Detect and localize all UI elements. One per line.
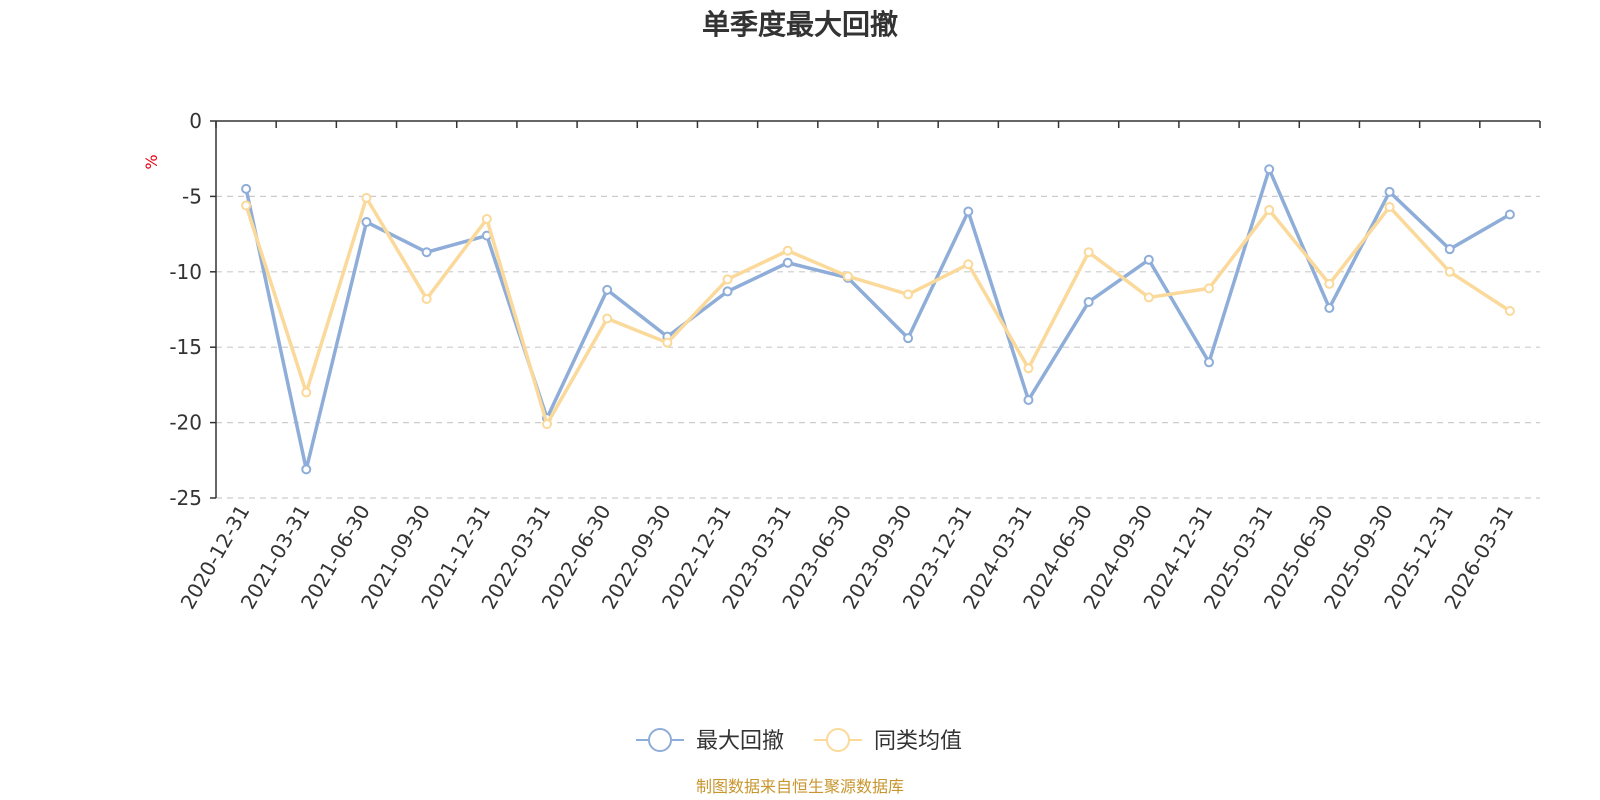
data-point — [1444, 266, 1455, 277]
data-point — [421, 293, 432, 304]
data-point — [361, 217, 372, 228]
data-point — [1083, 296, 1094, 307]
data-point — [963, 259, 974, 270]
data-point — [1143, 292, 1154, 303]
series-lines — [241, 164, 1515, 475]
data-point — [1264, 164, 1275, 175]
axes — [215, 120, 1541, 498]
data-point — [782, 245, 793, 256]
legend-label: 同类均值 — [874, 729, 962, 754]
data-point — [1143, 254, 1154, 265]
data-point — [1384, 201, 1395, 212]
data-point — [301, 387, 312, 398]
chart-title: 单季度最大回撤 — [702, 8, 898, 41]
data-point — [963, 206, 974, 217]
data-point — [662, 337, 673, 348]
data-point — [301, 464, 312, 475]
x-axis-ticks: 2020-12-312021-03-312021-06-302021-09-30… — [176, 501, 1519, 614]
data-point — [1023, 363, 1034, 374]
y-tick-label: -15 — [169, 335, 202, 359]
data-point — [903, 333, 914, 344]
data-point — [1264, 204, 1275, 215]
series-group — [241, 192, 1515, 430]
legend-marker — [648, 728, 672, 752]
data-point — [481, 214, 492, 225]
data-point — [542, 419, 552, 430]
data-point — [1384, 186, 1395, 197]
data-point — [722, 286, 733, 297]
data-point — [241, 200, 252, 211]
data-point — [361, 192, 372, 203]
data-point — [782, 257, 793, 268]
data-point — [602, 313, 613, 324]
y-tick-label: 0 — [189, 109, 202, 133]
data-point — [1204, 357, 1214, 368]
legend-label: 最大回撤 — [696, 729, 784, 754]
y-tick-label: -10 — [169, 260, 202, 284]
y-tick-label: -25 — [169, 486, 202, 510]
data-point — [421, 247, 432, 258]
data-point — [722, 274, 733, 285]
data-point — [1083, 247, 1094, 258]
legend: 最大回撤 同类均值 — [636, 728, 962, 754]
data-point — [1023, 394, 1034, 405]
y-tick-label: -20 — [169, 411, 202, 435]
data-point — [1504, 209, 1515, 220]
data-point — [241, 183, 252, 194]
data-point — [1444, 244, 1455, 255]
data-point — [602, 284, 613, 295]
series-line — [244, 196, 1512, 426]
y-tick-label: -5 — [182, 184, 202, 208]
data-point — [903, 289, 914, 300]
data-point — [1504, 306, 1515, 317]
source-note: 制图数据来自恒生聚源数据库 — [696, 777, 904, 796]
legend-marker — [826, 728, 850, 752]
grid-lines — [216, 195, 1540, 499]
y-axis-unit-label: % — [142, 154, 161, 169]
data-point — [842, 271, 853, 282]
data-point — [1324, 278, 1335, 289]
series-group — [241, 164, 1515, 475]
data-point — [1204, 283, 1214, 294]
series-line — [244, 167, 1512, 472]
data-point — [1324, 302, 1335, 313]
y-axis-ticks: 0 -5 -10 -15 -20 -25 — [169, 109, 216, 510]
